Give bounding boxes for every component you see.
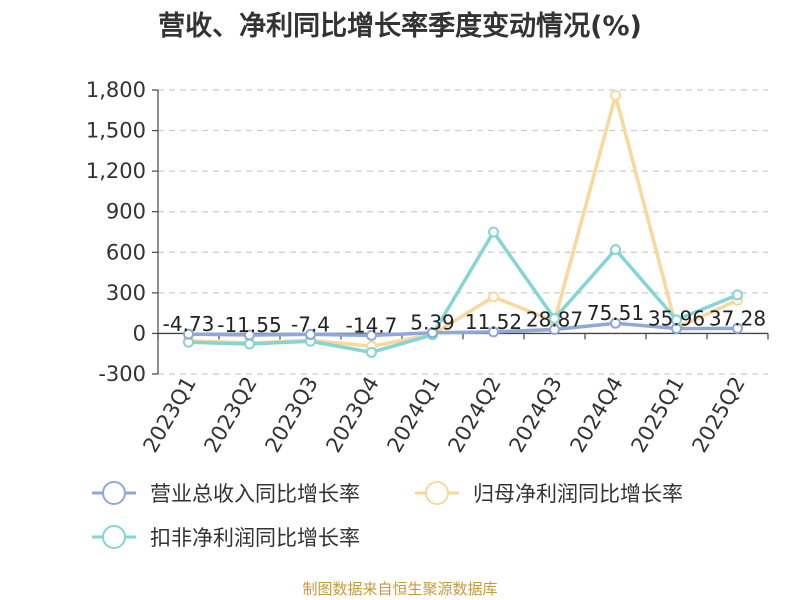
chart-footer: 制图数据来自恒生聚源数据库 — [302, 580, 498, 598]
legend-marker — [425, 481, 449, 505]
data-point — [732, 322, 743, 334]
data-point — [488, 226, 499, 238]
y-tick-label: 1,500 — [86, 119, 146, 143]
data-point — [549, 324, 560, 336]
data-point — [305, 328, 316, 340]
y-tick-label: 1,200 — [86, 159, 146, 183]
x-tick-label: 2024Q3 — [504, 373, 566, 457]
data-label: 5.39 — [410, 311, 455, 335]
legend-marker — [102, 525, 126, 549]
y-tick-label: 300 — [106, 281, 146, 305]
data-point — [366, 346, 377, 358]
data-label: 75.51 — [587, 301, 644, 325]
x-tick-label: 2024Q4 — [565, 373, 627, 457]
data-point — [427, 327, 438, 339]
data-point — [488, 291, 499, 303]
series-line — [188, 230, 739, 355]
data-label: 37.28 — [709, 306, 766, 330]
x-tick-label: 2023Q4 — [321, 373, 383, 457]
x-tick-label: 2025Q1 — [626, 373, 688, 457]
x-tick-label: 2024Q1 — [382, 373, 444, 457]
data-label: -11.55 — [217, 313, 281, 337]
data-point — [732, 289, 743, 301]
x-tick-label: 2023Q1 — [138, 373, 200, 457]
x-tick-label: 2023Q3 — [260, 373, 322, 457]
y-tick-label: 0 — [133, 321, 146, 345]
x-tick-label: 2025Q2 — [687, 373, 749, 457]
data-point — [488, 326, 499, 338]
data-point — [671, 323, 682, 335]
data-point — [183, 328, 194, 340]
legend-marker — [102, 481, 126, 505]
x-tick-label: 2023Q2 — [199, 373, 261, 457]
data-point — [244, 338, 255, 350]
chart-title: 营收、净利同比增长率季度变动情况(%) — [158, 11, 642, 42]
y-tick-label: 1,800 — [86, 78, 146, 102]
y-tick-label: -300 — [98, 362, 146, 386]
x-tick-label: 2024Q2 — [443, 373, 505, 457]
data-label: -4.73 — [163, 312, 215, 336]
data-label: -7.4 — [291, 312, 330, 336]
y-tick-label: 900 — [106, 200, 146, 224]
data-label: 11.52 — [465, 310, 522, 334]
data-point — [610, 317, 621, 329]
legend-label: 归母净利润同比增长率 — [473, 482, 683, 506]
data-label: -14.7 — [346, 313, 398, 337]
data-point — [610, 244, 621, 256]
legend-label: 营业总收入同比增长率 — [150, 482, 360, 506]
data-point — [366, 329, 377, 341]
data-label: 28.87 — [526, 308, 583, 332]
data-point — [549, 313, 560, 325]
data-label: 35.96 — [648, 307, 705, 331]
y-tick-label: 600 — [106, 240, 146, 264]
legend-label: 扣非净利润同比增长率 — [150, 526, 360, 550]
data-point — [244, 329, 255, 341]
data-point — [610, 89, 621, 101]
series-line — [188, 321, 738, 338]
